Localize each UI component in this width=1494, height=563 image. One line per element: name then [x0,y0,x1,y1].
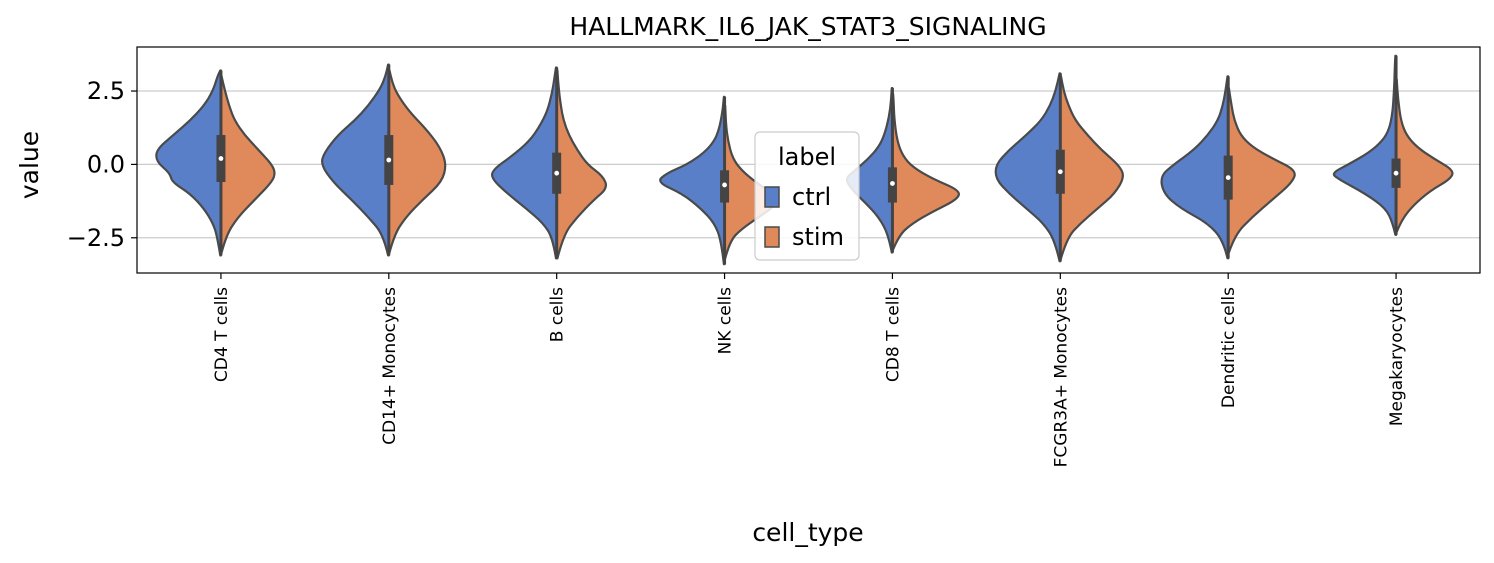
violin-stim [1394,78,1454,234]
legend-title: label [778,143,836,171]
legend-label-ctrl: ctrl [792,183,831,211]
median-dot [722,182,727,188]
violin-ctrl [491,66,558,260]
x-tick-label: Megakaryocytes [1387,287,1407,426]
violin-ctrl [994,72,1062,263]
violin-ctrl [321,63,390,257]
violin-ctrl [1332,54,1398,236]
median-dot [1393,170,1399,176]
x-axis-label: cell_type [752,518,863,547]
legend-label-stim: stim [792,223,844,251]
box-markers [216,55,1401,265]
plot-area-frame [136,46,1481,274]
x-tick-label: Dendritic cells [1219,287,1239,408]
y-axis-ticks: −2.5 0.0 2.5 [67,77,137,252]
violin-stim [555,69,608,260]
legend-swatch-ctrl [764,186,780,208]
median-dot [1225,175,1231,181]
y-axis-label: value [15,131,44,199]
legend-swatch-stim [764,226,780,248]
x-tick-label: CD14+ Monocytes [380,287,400,445]
violin-stim [1227,86,1296,254]
violin-stim [1059,75,1124,260]
y-tick-label: 2.5 [87,77,125,105]
violin-stim [891,92,960,251]
median-dot [386,157,392,163]
legend: label ctrl stim [754,131,860,261]
x-tick-label: B cells [548,287,568,342]
x-tick-label: FCGR3A+ Monocytes [1051,287,1071,468]
median-dot [1057,169,1063,175]
chart-title: HALLMARK_IL6_JAK_STAT3_SIGNALING [569,12,1046,41]
violin-ctrl [1160,75,1230,260]
y-tick-label: −2.5 [67,224,125,252]
median-dot [554,170,560,176]
median-dot [890,181,895,186]
violin-stim [219,75,276,254]
x-tick-label: CD4 T cells [212,287,232,382]
violin-ctrl [659,95,726,266]
y-tick-label: 0.0 [87,150,125,178]
violin-ctrl [155,69,223,257]
x-axis-ticks: CD4 T cells CD14+ Monocytes B cells NK cell… [212,273,1407,467]
x-tick-label: NK cells [716,287,736,355]
violin-stim [387,69,447,254]
legend-box [754,131,860,261]
median-dot [218,156,224,161]
x-tick-label: CD8 T cells [883,287,903,382]
